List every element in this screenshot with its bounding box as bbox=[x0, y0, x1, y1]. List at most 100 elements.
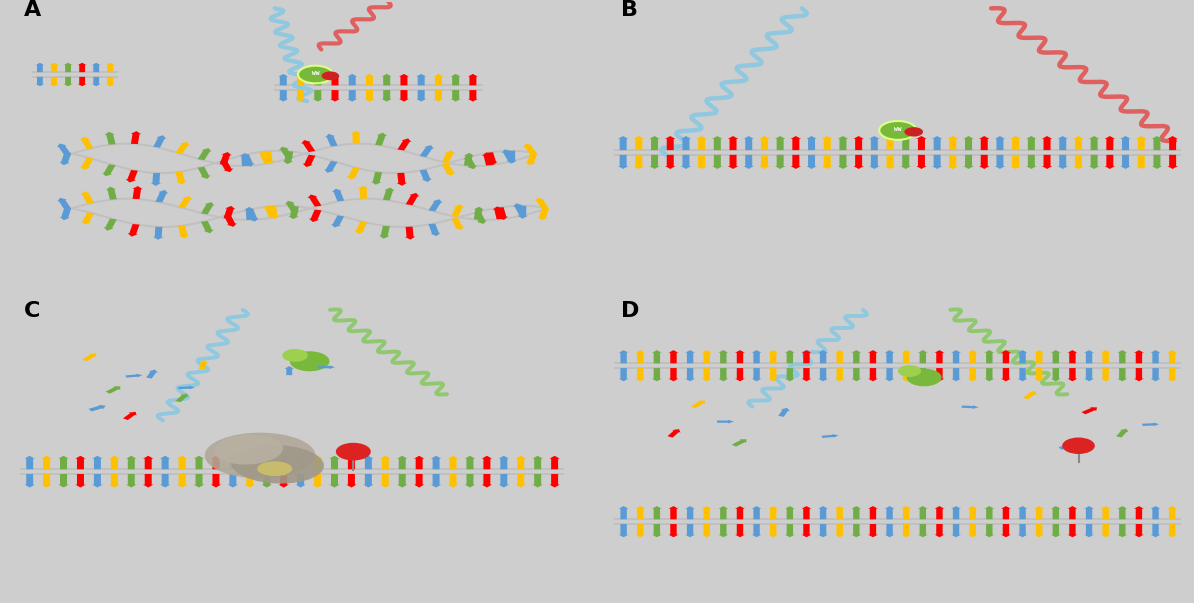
FancyArrow shape bbox=[78, 77, 86, 86]
FancyArrow shape bbox=[398, 138, 412, 151]
FancyArrow shape bbox=[125, 374, 142, 377]
FancyArrow shape bbox=[448, 456, 458, 469]
FancyArrow shape bbox=[851, 368, 861, 381]
Circle shape bbox=[282, 349, 308, 362]
FancyArrow shape bbox=[744, 136, 753, 150]
FancyArrow shape bbox=[995, 155, 1005, 169]
FancyArrow shape bbox=[127, 456, 136, 469]
FancyArrow shape bbox=[223, 206, 235, 219]
FancyArrow shape bbox=[279, 147, 293, 159]
FancyArrow shape bbox=[868, 350, 878, 364]
Circle shape bbox=[290, 352, 330, 371]
FancyArrow shape bbox=[736, 506, 745, 519]
FancyArrow shape bbox=[784, 350, 795, 364]
FancyArrow shape bbox=[979, 136, 990, 150]
FancyArrow shape bbox=[309, 210, 321, 222]
FancyArrow shape bbox=[363, 456, 374, 469]
FancyArrow shape bbox=[63, 77, 73, 86]
FancyArrow shape bbox=[885, 368, 894, 381]
FancyArrow shape bbox=[635, 350, 645, 364]
FancyArrow shape bbox=[918, 506, 928, 519]
FancyArrow shape bbox=[36, 77, 44, 86]
FancyArrow shape bbox=[1168, 155, 1177, 169]
FancyArrow shape bbox=[634, 136, 644, 150]
FancyArrow shape bbox=[346, 168, 359, 180]
FancyArrow shape bbox=[220, 152, 232, 165]
FancyArrow shape bbox=[468, 90, 478, 101]
FancyArrow shape bbox=[801, 368, 812, 381]
FancyArrow shape bbox=[1067, 368, 1077, 381]
FancyArrow shape bbox=[768, 524, 778, 537]
FancyArrow shape bbox=[669, 368, 678, 381]
FancyArrow shape bbox=[1084, 368, 1094, 381]
FancyArrow shape bbox=[685, 506, 695, 519]
FancyArrow shape bbox=[347, 74, 357, 86]
FancyArrow shape bbox=[501, 150, 515, 162]
FancyArrow shape bbox=[818, 524, 827, 537]
FancyArrow shape bbox=[868, 506, 878, 519]
Ellipse shape bbox=[214, 435, 283, 464]
FancyArrow shape bbox=[278, 456, 289, 469]
FancyArrow shape bbox=[295, 474, 306, 488]
FancyArrow shape bbox=[691, 400, 704, 408]
FancyArrow shape bbox=[952, 506, 961, 519]
Circle shape bbox=[298, 66, 333, 83]
FancyArrow shape bbox=[979, 155, 990, 169]
FancyArrow shape bbox=[296, 74, 306, 86]
FancyArrow shape bbox=[665, 155, 676, 169]
FancyArrow shape bbox=[916, 136, 927, 150]
FancyArrow shape bbox=[1082, 407, 1097, 414]
FancyArrow shape bbox=[450, 90, 461, 101]
FancyArrow shape bbox=[128, 224, 140, 236]
FancyArrow shape bbox=[1134, 350, 1144, 364]
FancyArrow shape bbox=[193, 474, 204, 488]
FancyArrow shape bbox=[854, 155, 864, 169]
FancyArrow shape bbox=[198, 148, 211, 160]
FancyArrow shape bbox=[57, 198, 72, 210]
FancyArrow shape bbox=[918, 350, 928, 364]
FancyArrow shape bbox=[284, 366, 294, 375]
FancyArrow shape bbox=[513, 203, 527, 216]
FancyArrow shape bbox=[464, 157, 478, 169]
FancyArrow shape bbox=[153, 135, 166, 148]
FancyArrow shape bbox=[702, 368, 712, 381]
FancyArrow shape bbox=[821, 155, 832, 169]
FancyArrow shape bbox=[278, 74, 288, 86]
FancyArrow shape bbox=[1134, 506, 1144, 519]
FancyArrow shape bbox=[931, 136, 942, 150]
FancyArrow shape bbox=[901, 368, 911, 381]
FancyArrow shape bbox=[36, 63, 44, 72]
FancyArrow shape bbox=[131, 131, 141, 144]
FancyArrow shape bbox=[752, 506, 762, 519]
FancyArrow shape bbox=[1034, 506, 1044, 519]
FancyArrow shape bbox=[177, 456, 187, 469]
FancyArrow shape bbox=[160, 474, 171, 488]
FancyArrow shape bbox=[92, 63, 100, 72]
FancyArrow shape bbox=[313, 456, 322, 469]
FancyArrow shape bbox=[635, 368, 645, 381]
FancyArrow shape bbox=[768, 350, 778, 364]
FancyArrow shape bbox=[652, 524, 661, 537]
Circle shape bbox=[898, 365, 922, 377]
FancyArrow shape bbox=[669, 524, 678, 537]
FancyArrow shape bbox=[818, 350, 827, 364]
FancyArrow shape bbox=[1051, 368, 1060, 381]
FancyArrow shape bbox=[916, 155, 927, 169]
FancyArrow shape bbox=[984, 506, 995, 519]
FancyArrow shape bbox=[1168, 350, 1177, 364]
FancyArrow shape bbox=[1010, 155, 1021, 169]
FancyArrow shape bbox=[1023, 391, 1036, 399]
FancyArrow shape bbox=[296, 90, 306, 101]
FancyArrow shape bbox=[952, 368, 961, 381]
FancyArrow shape bbox=[712, 155, 722, 169]
FancyArrow shape bbox=[346, 456, 357, 469]
FancyArrow shape bbox=[382, 74, 392, 86]
FancyArrow shape bbox=[995, 136, 1005, 150]
FancyArrow shape bbox=[308, 195, 321, 207]
Text: B: B bbox=[621, 0, 638, 20]
FancyArrow shape bbox=[481, 474, 492, 488]
FancyArrow shape bbox=[964, 155, 974, 169]
FancyArrow shape bbox=[178, 196, 192, 208]
FancyArrow shape bbox=[245, 474, 256, 488]
FancyArrow shape bbox=[261, 474, 272, 488]
